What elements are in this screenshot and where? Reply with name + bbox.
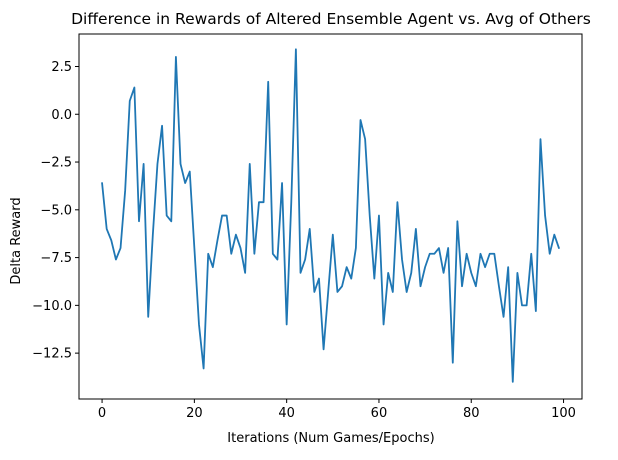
x-tick-label: 40: [278, 406, 295, 421]
y-tick-label: −10.0: [32, 299, 72, 314]
y-tick-label: 0.0: [51, 108, 72, 123]
x-tick-label: 0: [98, 406, 106, 421]
chart-title: Difference in Rewards of Altered Ensembl…: [71, 10, 591, 28]
y-tick-label: −12.5: [32, 347, 72, 362]
y-axis: 2.5 0.0 −2.5 −5.0 −7.5 −10.0 −12.5: [32, 60, 79, 362]
plot-frame: [78, 33, 583, 400]
x-axis-label: Iterations (Num Games/Epochs): [227, 431, 434, 446]
y-tick-label: −5.0: [40, 203, 72, 218]
series-line: [101, 48, 560, 383]
x-tick-label: 60: [371, 406, 388, 421]
y-tick-label: −7.5: [40, 251, 72, 266]
y-tick-label: −2.5: [40, 156, 72, 171]
y-axis-label: Delta Reward: [9, 197, 24, 284]
x-tick-label: 80: [463, 406, 480, 421]
y-tick-label: 2.5: [51, 60, 72, 75]
x-tick-label: 100: [551, 406, 576, 421]
x-tick-label: 20: [186, 406, 203, 421]
plot-area: [101, 48, 560, 383]
x-axis: 0 20 40 60 80 100: [98, 399, 576, 421]
